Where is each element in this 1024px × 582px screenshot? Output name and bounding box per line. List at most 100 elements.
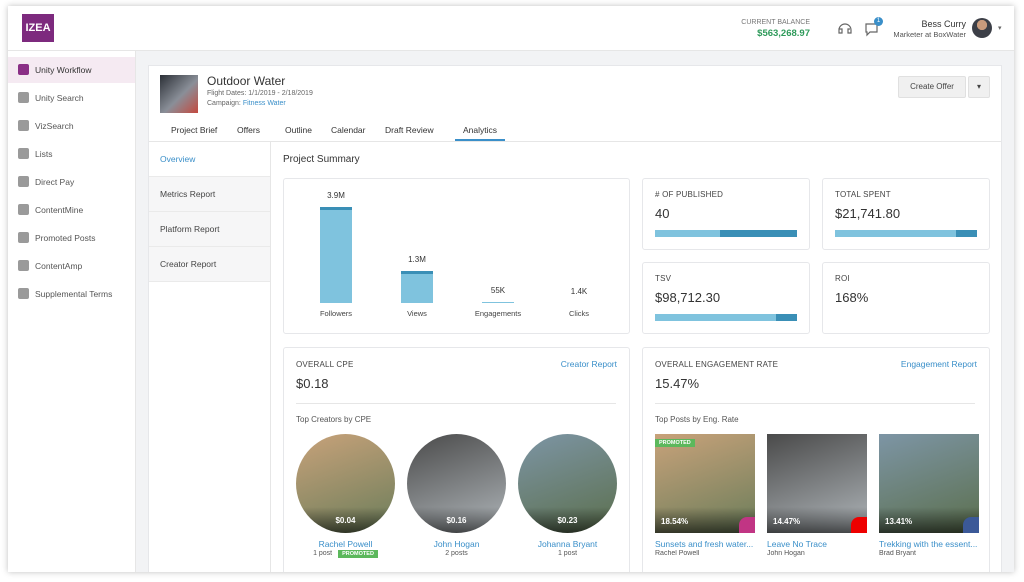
divider [655, 403, 975, 404]
tab[interactable]: Analytics [455, 125, 506, 141]
sidebar-item[interactable]: ContentMine [8, 197, 135, 223]
bar [401, 271, 433, 303]
campaign-link[interactable]: Fitness Water [242, 100, 286, 107]
image-shade [407, 507, 506, 533]
main-card: Outdoor Water Flight Dates: 1/1/2019 - 2… [148, 65, 1002, 572]
project-thumbnail [160, 75, 198, 113]
tab[interactable]: Draft Review [385, 125, 434, 135]
card-subtitle: Top Creators by CPE [296, 415, 372, 424]
creator-photo[interactable]: $0.16 [407, 434, 506, 533]
sidebar-icon [18, 148, 29, 159]
support-icon[interactable] [836, 20, 854, 38]
image-shade [518, 507, 617, 533]
creator-name[interactable]: John Hogan [433, 539, 480, 549]
subnav-item[interactable]: Overview [149, 142, 270, 177]
sidebar-item[interactable]: Unity Search [8, 85, 135, 111]
creator-cpe: $0.16 [446, 516, 467, 525]
bar-value-label: 1.4K [570, 286, 588, 296]
platform-icon [963, 517, 979, 533]
card-link[interactable]: Engagement Report [900, 359, 977, 369]
campaign-row: Campaign: Fitness Water [207, 100, 286, 107]
sidebar-label: ContentAmp [35, 261, 83, 271]
sidebar-label: Supplemental Terms [35, 289, 113, 299]
image-shade [655, 507, 755, 533]
sub-text: John Hogan [767, 550, 805, 557]
card-label: OVERALL ENGAGEMENT RATE [655, 360, 779, 369]
promoted-badge: PROMOTED [655, 439, 695, 447]
sub-text: 1 post [313, 550, 333, 557]
stat-label: # OF PUBLISHED [655, 190, 724, 199]
stat-label: ROI [835, 274, 850, 283]
offer-dropdown[interactable]: ▾ [968, 76, 990, 98]
section-title: Project Summary [283, 154, 360, 165]
sidebar-item[interactable]: VizSearch [8, 113, 135, 139]
user-menu-caret[interactable]: ▾ [998, 25, 1002, 32]
bar-value-label: 55K [490, 285, 506, 295]
post-rate: 18.54% [661, 517, 689, 526]
creator-name[interactable]: Johanna Bryant [537, 539, 598, 549]
tab[interactable]: Outline [285, 125, 312, 135]
post-image[interactable]: 18.54% PROMOTED [655, 434, 755, 533]
post-title[interactable]: Sunsets and fresh water... [655, 539, 754, 549]
sidebar-item[interactable]: Lists [8, 141, 135, 167]
user-role: Marketer at BoxWater [893, 30, 966, 39]
tab[interactable]: Offers [237, 125, 260, 135]
sidebar-icon [18, 260, 29, 271]
creator-posts: 1 post [498, 550, 637, 557]
balance: $563,268.97 [757, 28, 810, 39]
sidebar-icon [18, 92, 29, 103]
sidebar-item[interactable]: Promoted Posts [8, 225, 135, 251]
sidebar: Unity Workflow Unity Search VizSearch Lists… [8, 51, 136, 572]
creator-name[interactable]: Rachel Powell [318, 539, 373, 549]
sub-text: Brad Bryant [879, 550, 916, 557]
tab[interactable]: Project Brief [171, 125, 218, 135]
category-label: Engagements [474, 309, 522, 318]
card-value: $0.18 [296, 376, 329, 391]
sidebar-item[interactable]: Supplemental Terms [8, 281, 135, 307]
creator-photo[interactable]: $0.23 [518, 434, 617, 533]
stat-value: $21,741.80 [835, 206, 901, 221]
post-title[interactable]: Trekking with the essent... [879, 539, 978, 549]
stat-card: TSV $98,712.30 [642, 262, 810, 334]
balance-label: CURRENT BALANCE [741, 19, 810, 26]
sidebar-label: Unity Search [35, 93, 84, 103]
creator-photo[interactable]: $0.04 [296, 434, 395, 533]
sidebar-item[interactable]: Direct Pay [8, 169, 135, 195]
sidebar-item[interactable]: Unity Workflow [8, 57, 135, 83]
sidebar-icon [18, 176, 29, 187]
post-image[interactable]: 13.41% [879, 434, 979, 533]
notification-badge: 1 [874, 17, 883, 26]
logo[interactable]: IZEA [22, 14, 54, 42]
engagement-card: OVERALL ENGAGEMENT RATE 15.47% Engagement … [642, 347, 990, 572]
flight-dates: Flight Dates: 1/1/2019 - 2/18/2019 [207, 90, 313, 97]
top-bar: IZEA CURRENT BALANCE $563,268.97 1 Bess … [8, 6, 1014, 51]
tab-bar: Project Brief Offers Outline Calendar Draft … [149, 122, 1001, 142]
sidebar-icon [18, 288, 29, 299]
subnav-item[interactable]: Metrics Report [149, 177, 270, 212]
sidebar-item[interactable]: ContentAmp [8, 253, 135, 279]
subnav-label: Overview [160, 154, 196, 164]
post-author: John Hogan [767, 550, 877, 557]
subnav-item[interactable]: Platform Report [149, 212, 270, 247]
progress-bar [655, 314, 797, 321]
cpe-card: OVERALL CPE $0.18 Creator Report Top Creato… [283, 347, 630, 572]
tab[interactable]: Calendar [331, 125, 366, 135]
sidebar-label: Direct Pay [35, 177, 75, 187]
sub-text: Rachel Powell [655, 550, 700, 557]
progress-bar [655, 230, 797, 237]
image-shade [879, 507, 979, 533]
card-label: OVERALL CPE [296, 360, 354, 369]
create-offer-button[interactable]: Create Offer [898, 76, 966, 98]
post-image[interactable]: 14.47% [767, 434, 867, 533]
campaign-label: Campaign: [207, 100, 241, 107]
post-title[interactable]: Leave No Trace [767, 539, 828, 549]
sub-navigation: Overview Metrics Report Platform Report Cre… [149, 142, 271, 572]
subnav-item[interactable]: Creator Report [149, 247, 270, 282]
user-avatar[interactable] [972, 18, 992, 38]
sidebar-label: Lists [35, 149, 53, 159]
summary-chart: 3.9M Followers 1.3M Views 55K Engagements 1.4K… [283, 178, 630, 334]
card-link[interactable]: Creator Report [560, 359, 617, 369]
post-author: Rachel Powell [655, 550, 765, 557]
app-window: IZEA CURRENT BALANCE $563,268.97 1 Bess … [8, 6, 1014, 572]
user-name: Bess Curry [921, 19, 966, 29]
